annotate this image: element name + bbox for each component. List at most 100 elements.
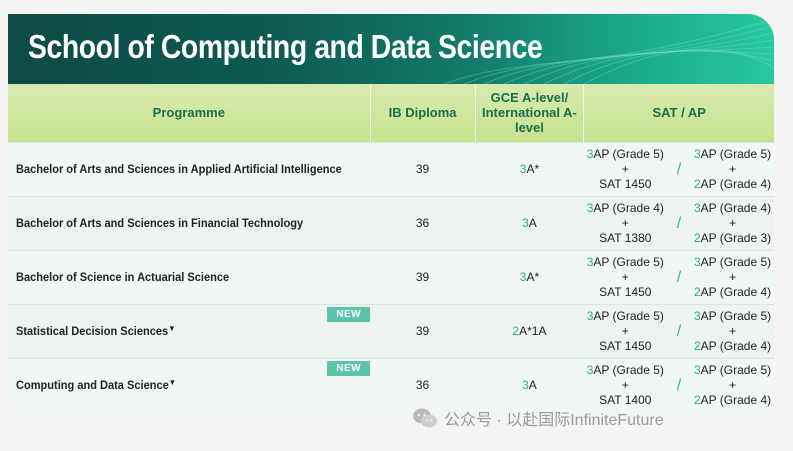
ap-grade-text: AP (Grade 5) + [593,362,664,392]
sat-score: SAT 1450 [599,338,652,353]
ib-score: 36 [370,357,475,412]
ap-count: 2 [693,338,701,353]
ap-count: 2 [693,284,701,299]
ap-grade-text: AP (Grade 3) [700,230,772,245]
ap-grade-text: AP (Grade 4) [700,392,772,407]
programme-name: Computing and Data Science [16,378,169,393]
ap-grade-text: AP (Grade 5) + [700,146,772,176]
option-divider: / [676,322,682,340]
table-row: Bachelor of Arts and Sciences in Applied… [8,141,774,196]
ap-grade-text: AP (Grade 4) [700,284,772,299]
ib-score: 39 [370,141,475,196]
gce-count: 3 [519,162,527,176]
sat-option-left: 3AP (Grade 5) + SAT 1400 [584,363,667,408]
new-badge: NEW [327,306,371,322]
triangle-marker-icon: ▼ [168,378,177,388]
option-divider: / [676,214,682,232]
programme-name-cell: Bachelor of Science in Actuarial Science [8,249,371,304]
ap-grade-text: AP (Grade 4) + [593,200,664,230]
header-programme: Programme [8,84,371,142]
ap-count: 3 [693,146,701,161]
sat-score: SAT 1380 [599,230,652,245]
ap-grade-text: AP (Grade 4) + [700,200,772,230]
programme-name-cell: NEW Computing and Data Science▼ [8,357,371,412]
gce-grade: A* [526,270,540,284]
programme-name: Bachelor of Arts and Sciences in Applied… [16,162,342,176]
table-header-row: Programme IB Diploma GCE A-level/ Intern… [8,84,774,142]
table-row: NEW Computing and Data Science▼ 36 3A 3A… [8,357,774,412]
watermark: 公众号 · 以赴国际InfiniteFuture [412,406,664,430]
sat-ap-requirement: 3AP (Grade 5) + SAT 1450 / 3AP (Grade 5)… [583,141,774,196]
triangle-marker-icon: ▼ [168,324,176,333]
sat-score: SAT 1400 [599,392,652,407]
page-title: School of Computing and Data Science [28,28,543,65]
programme-name-cell: Bachelor of Arts and Sciences in Financi… [8,195,371,250]
sat-option-right: 3AP (Grade 5) + 2AP (Grade 4) [691,363,774,408]
sat-option-left: 3AP (Grade 4) + SAT 1380 [584,201,667,246]
programme-table: Programme IB Diploma GCE A-level/ Intern… [8,84,774,412]
sat-option-left: 3AP (Grade 5) + SAT 1450 [584,147,667,192]
gce-grade: A*1A [519,324,547,338]
ib-score: 39 [370,249,475,304]
programme-name: Bachelor of Arts and Sciences in Financi… [16,216,304,230]
ap-grade-text: AP (Grade 5) + [700,254,772,284]
banner: School of Computing and Data Science [8,14,774,84]
gce-requirement: 3A* [475,141,584,196]
sat-option-right: 3AP (Grade 5) + 2AP (Grade 4) [691,147,774,192]
gce-grade: A [528,216,537,230]
header-sat: SAT / AP [583,84,774,142]
ap-count: 3 [586,254,594,269]
ap-count: 3 [586,200,594,215]
sat-ap-requirement: 3AP (Grade 5) + SAT 1400 / 3AP (Grade 5)… [583,357,774,412]
ap-grade-text: AP (Grade 5) + [700,362,772,392]
ib-score: 36 [370,195,475,250]
watermark-text: 公众号 · 以赴国际InfiniteFuture [444,412,664,429]
programme-name-cell: NEW Statistical Decision Sciences▼ [8,303,371,358]
sat-ap-requirement: 3AP (Grade 4) + SAT 1380 / 3AP (Grade 4)… [583,195,774,250]
sat-option-left: 3AP (Grade 5) + SAT 1450 [584,255,667,300]
table-row: Bachelor of Science in Actuarial Science… [8,249,774,304]
sat-ap-requirement: 3AP (Grade 5) + SAT 1450 / 3AP (Grade 5)… [583,303,774,358]
option-divider: / [676,268,682,286]
ap-count: 2 [693,230,701,245]
sat-ap-requirement: 3AP (Grade 5) + SAT 1450 / 3AP (Grade 5)… [583,249,774,304]
gce-grade: A* [526,162,540,176]
ap-count: 3 [693,254,701,269]
gce-grade: A [528,378,537,393]
gce-count: 3 [522,378,529,393]
gce-requirement: 2A*1A [475,303,584,358]
header-ib: IB Diploma [369,84,475,142]
gce-requirement: 3A* [475,249,584,304]
programme-name: Bachelor of Science in Actuarial Science [16,270,230,284]
gce-count: 3 [522,216,529,230]
sat-option-left: 3AP (Grade 5) + SAT 1450 [584,309,667,354]
table-row: Bachelor of Arts and Sciences in Financi… [8,195,774,250]
ap-count: 3 [693,362,701,377]
ap-grade-text: AP (Grade 4) [700,176,772,191]
ap-count: 3 [586,146,594,161]
ap-grade-text: AP (Grade 5) + [700,308,772,338]
sat-option-right: 3AP (Grade 5) + 2AP (Grade 4) [691,309,774,354]
gce-count: 3 [519,270,527,284]
ap-grade-text: AP (Grade 5) + [593,308,664,338]
ap-grade-text: AP (Grade 5) + [593,254,664,284]
ib-score: 39 [370,303,475,358]
sat-score: SAT 1450 [599,284,652,299]
ap-count: 3 [586,308,594,323]
gce-requirement: 3A [475,195,584,250]
table-row: NEW Statistical Decision Sciences▼ 39 2A… [8,303,774,358]
wechat-icon [412,407,438,429]
ap-grade-text: AP (Grade 5) + [593,146,664,176]
ap-count: 3 [693,308,701,323]
programme-name-cell: Bachelor of Arts and Sciences in Applied… [8,141,371,196]
new-badge: NEW [327,360,371,376]
ap-count: 3 [586,362,594,377]
option-divider: / [676,160,682,178]
sat-score: SAT 1450 [599,176,652,191]
banner-wave-decoration [444,18,774,84]
option-divider: / [676,376,682,394]
ap-count: 3 [693,200,701,215]
ap-count: 2 [693,392,701,407]
sat-option-right: 3AP (Grade 4) + 2AP (Grade 3) [691,201,774,246]
programme-name: Statistical Decision Sciences [16,324,169,338]
